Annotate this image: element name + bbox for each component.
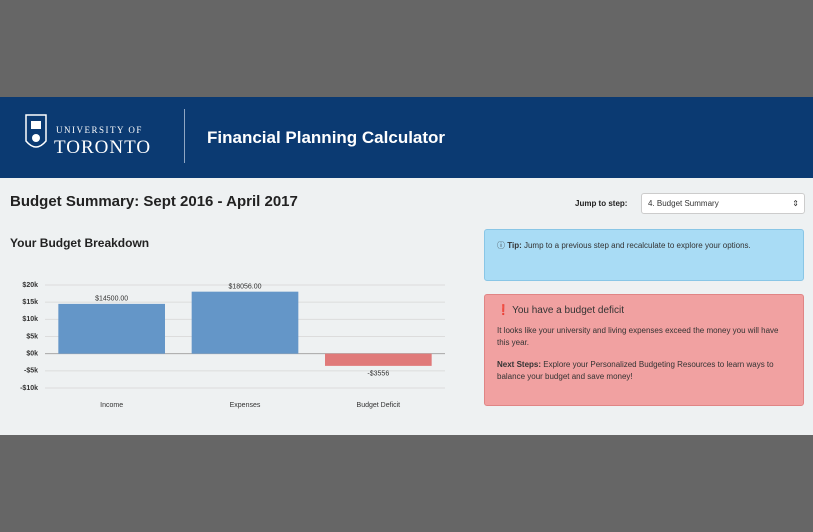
alert-heading: ❗ You have a budget deficit xyxy=(497,305,791,317)
y-tick-label: $5k xyxy=(26,333,38,340)
select-arrow: ⇕ xyxy=(792,199,799,208)
alert-icon: ❗ xyxy=(497,305,513,316)
y-tick-label: $20k xyxy=(22,282,38,289)
content: Budget Summary: Sept 2016 - April 2017 J… xyxy=(0,178,813,435)
alert-title: You have a budget deficit xyxy=(512,305,625,316)
header-bar: UNIVERSITY OF TORONTO Financial Planning… xyxy=(0,97,813,178)
tip-label: Tip: xyxy=(507,241,522,250)
next-text: Explore your Personalized Budgeting Reso… xyxy=(497,360,774,381)
tip-box: ⓘ Tip: Jump to a previous step and recal… xyxy=(484,229,804,281)
tip-text: Jump to a previous step and recalculate … xyxy=(523,241,751,250)
value-label: $18056.00 xyxy=(228,284,261,291)
value-label: $14500.00 xyxy=(95,296,128,303)
chart: $20k $15k $10k $5k $0k -$5k -$10k Income $14500.… xyxy=(20,282,445,409)
app-title: Financial Planning Calculator xyxy=(207,128,446,147)
info-icon: ⓘ xyxy=(497,241,508,250)
bar xyxy=(191,291,299,354)
step-selected: 4. Budget Summary xyxy=(648,199,719,208)
section-title: Your Budget Breakdown xyxy=(10,236,150,250)
logo-top: UNIVERSITY OF xyxy=(56,125,143,135)
bar xyxy=(58,303,166,354)
value-label: -$3556 xyxy=(367,371,389,378)
step-select[interactable]: 4. Budget Summary ⇕ xyxy=(641,193,805,214)
x-tick-label: Budget Deficit xyxy=(357,402,401,409)
y-tick-label: -$10k xyxy=(20,385,38,392)
y-tick-label: -$5k xyxy=(24,368,38,375)
next-label: Next Steps: xyxy=(497,360,542,369)
x-tick-label: Expenses xyxy=(230,402,261,409)
bar xyxy=(325,353,432,366)
page-title: Budget Summary: Sept 2016 - April 2017 xyxy=(10,193,298,210)
divider xyxy=(184,109,185,163)
jump-label: Jump to step: xyxy=(575,199,628,208)
x-tick-label: Income xyxy=(100,402,123,409)
y-tick-label: $15k xyxy=(22,299,38,306)
y-tick-label: $10k xyxy=(22,316,38,323)
y-tick-label: $0k xyxy=(26,351,38,358)
logo-shield xyxy=(25,114,47,148)
logo-bottom: TORONTO xyxy=(54,137,152,158)
alert-body: It looks like your university and living… xyxy=(497,326,779,347)
alert-next: Next Steps: Explore your Personalized Bu… xyxy=(497,359,791,383)
alert-box: ❗ You have a budget deficit It looks lik… xyxy=(484,294,804,406)
